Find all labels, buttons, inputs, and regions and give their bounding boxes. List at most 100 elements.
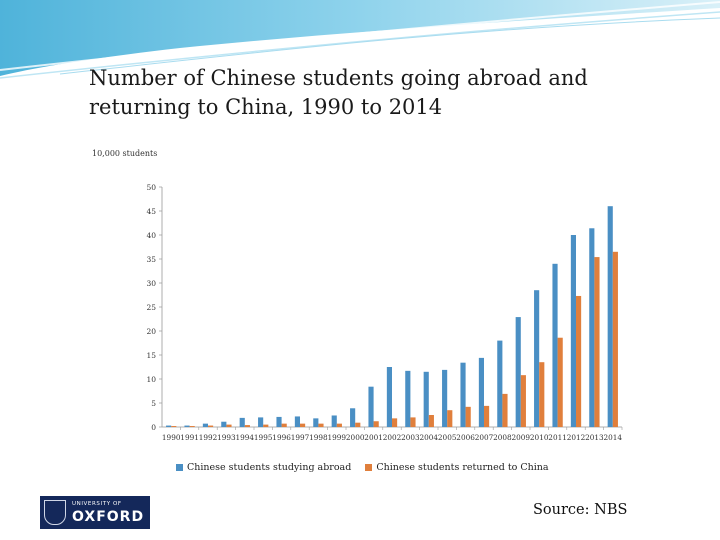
bar-studying-abroad bbox=[368, 386, 374, 427]
y-tick-label: 20 bbox=[146, 327, 156, 336]
bar-returned bbox=[594, 257, 600, 427]
bar-returned bbox=[447, 410, 453, 427]
x-tick-label: 1992 bbox=[199, 433, 218, 442]
header-decoration bbox=[0, 0, 720, 79]
bar-returned bbox=[502, 393, 508, 427]
x-tick-label: 2010 bbox=[530, 433, 549, 442]
bar-returned bbox=[244, 425, 250, 427]
legend-swatch-returned bbox=[365, 464, 373, 471]
x-tick-label: 2014 bbox=[604, 433, 623, 442]
bar-studying-abroad bbox=[313, 418, 319, 427]
x-tick-label: 2011 bbox=[548, 433, 567, 442]
bar-studying-abroad bbox=[442, 369, 448, 427]
y-axis-unit-label: 10,000 students bbox=[92, 149, 158, 158]
bar-returned bbox=[226, 424, 232, 427]
y-tick-label: 25 bbox=[146, 303, 156, 312]
y-tick-label: 15 bbox=[146, 351, 156, 360]
x-tick-label: 1995 bbox=[254, 433, 273, 442]
bar-studying-abroad bbox=[534, 290, 540, 427]
y-tick-label: 30 bbox=[146, 279, 156, 288]
bar-returned bbox=[281, 423, 287, 427]
x-tick-label: 2004 bbox=[420, 433, 439, 442]
legend-label-abroad: Chinese students studying abroad bbox=[187, 462, 352, 473]
bar-returned bbox=[336, 423, 342, 427]
x-tick-label: 2000 bbox=[346, 433, 365, 442]
x-tick-label: 1999 bbox=[328, 433, 347, 442]
chart-legend: Chinese students studying abroad Chinese… bbox=[176, 462, 563, 473]
bar-studying-abroad bbox=[184, 425, 190, 427]
legend-item-returned: Chinese students returned to China bbox=[365, 462, 549, 473]
bar-studying-abroad bbox=[276, 416, 282, 427]
y-tick-label: 50 bbox=[146, 183, 156, 192]
bar-studying-abroad bbox=[221, 421, 227, 427]
bar-studying-abroad bbox=[202, 423, 208, 427]
bar-returned bbox=[208, 425, 214, 427]
bar-returned bbox=[189, 426, 195, 427]
x-tick-label: 2012 bbox=[567, 433, 586, 442]
y-tick-label: 35 bbox=[146, 255, 156, 264]
source-note: Source: NBS bbox=[533, 502, 628, 518]
bar-studying-abroad bbox=[294, 416, 300, 427]
logo-big-text: OXFORD bbox=[72, 509, 145, 525]
bar-studying-abroad bbox=[331, 415, 337, 427]
x-tick-label: 1996 bbox=[272, 433, 291, 442]
bar-returned bbox=[576, 295, 582, 427]
bar-studying-abroad bbox=[405, 370, 411, 427]
bar-returned bbox=[392, 418, 398, 427]
bar-studying-abroad bbox=[570, 235, 576, 427]
bar-returned bbox=[539, 362, 545, 427]
bar-returned bbox=[318, 423, 324, 427]
x-tick-label: 1998 bbox=[309, 433, 328, 442]
legend-item-abroad: Chinese students studying abroad bbox=[176, 462, 351, 473]
x-tick-label: 2005 bbox=[438, 433, 457, 442]
x-tick-label: 2001 bbox=[364, 433, 383, 442]
x-tick-label: 2003 bbox=[401, 433, 420, 442]
x-tick-label: 2006 bbox=[456, 433, 475, 442]
bar-returned bbox=[355, 422, 361, 427]
bar-returned bbox=[557, 337, 563, 427]
bar-returned bbox=[465, 406, 471, 427]
x-tick-label: 2008 bbox=[493, 433, 512, 442]
oxford-logo: UNIVERSITY OF OXFORD bbox=[40, 496, 150, 529]
bar-studying-abroad bbox=[166, 425, 172, 427]
x-tick-label: 1997 bbox=[291, 433, 310, 442]
y-tick-label: 5 bbox=[151, 399, 156, 408]
bar-returned bbox=[520, 375, 526, 427]
bar-studying-abroad bbox=[607, 206, 613, 427]
bar-returned bbox=[428, 415, 434, 427]
y-tick-label: 10 bbox=[146, 375, 156, 384]
legend-label-returned: Chinese students returned to China bbox=[376, 462, 549, 473]
x-tick-label: 1990 bbox=[162, 433, 181, 442]
y-tick-label: 40 bbox=[146, 231, 156, 240]
bar-returned bbox=[484, 405, 490, 427]
bar-studying-abroad bbox=[258, 417, 264, 427]
bar-studying-abroad bbox=[350, 408, 356, 427]
x-tick-label: 2009 bbox=[512, 433, 531, 442]
slide-title: Number of Chinese students going abroad … bbox=[89, 66, 588, 119]
x-tick-label: 1993 bbox=[217, 433, 236, 442]
bar-studying-abroad bbox=[552, 263, 558, 427]
bar-studying-abroad bbox=[515, 317, 521, 427]
x-tick-label: 2013 bbox=[585, 433, 604, 442]
bar-returned bbox=[410, 417, 416, 427]
x-tick-label: 1991 bbox=[180, 433, 199, 442]
y-tick-label: 0 bbox=[151, 423, 156, 432]
bar-studying-abroad bbox=[423, 371, 429, 427]
legend-swatch-abroad bbox=[176, 464, 183, 471]
x-tick-label: 2002 bbox=[383, 433, 402, 442]
bar-studying-abroad bbox=[239, 417, 245, 427]
bar-returned bbox=[171, 426, 177, 427]
bar-returned bbox=[263, 424, 269, 427]
bar-returned bbox=[373, 421, 379, 427]
bar-studying-abroad bbox=[478, 357, 484, 427]
logo-small-text: UNIVERSITY OF bbox=[72, 501, 122, 507]
bar-returned bbox=[300, 423, 306, 427]
x-tick-label: 1994 bbox=[236, 433, 255, 442]
bar-studying-abroad bbox=[386, 367, 392, 427]
bar-returned bbox=[612, 251, 618, 427]
crest-icon bbox=[44, 500, 66, 525]
bar-studying-abroad bbox=[589, 228, 595, 427]
bar-studying-abroad bbox=[497, 340, 503, 427]
x-tick-label: 2007 bbox=[475, 433, 494, 442]
